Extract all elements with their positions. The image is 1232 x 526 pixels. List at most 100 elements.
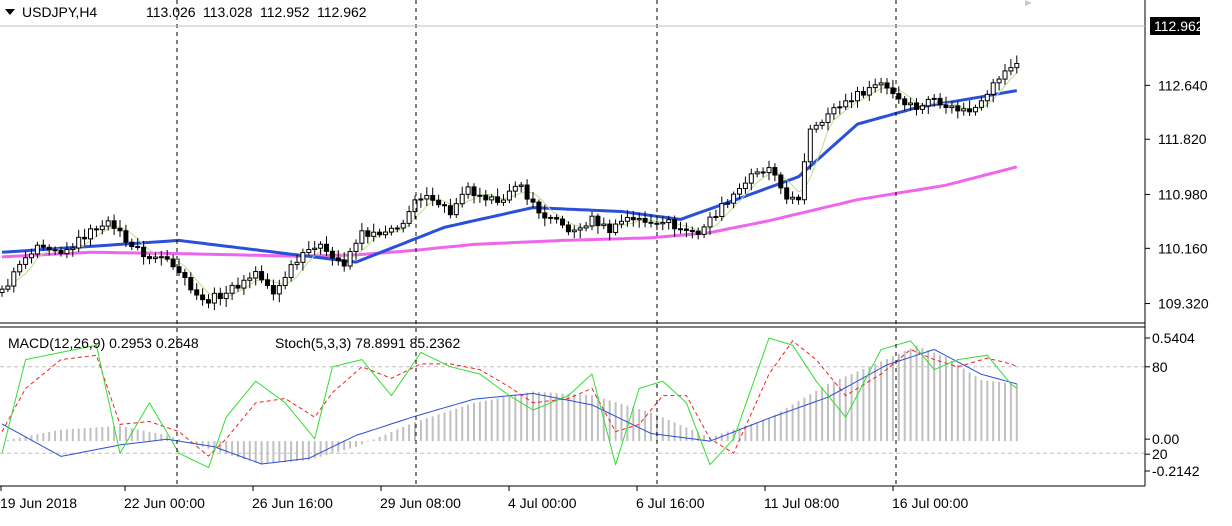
candle	[613, 219, 619, 236]
candle	[17, 260, 23, 276]
candle	[270, 279, 276, 301]
candle	[359, 223, 365, 251]
candle-body-down	[530, 198, 536, 203]
candle-body-up	[636, 217, 642, 221]
candle	[530, 192, 536, 209]
candle	[713, 209, 719, 222]
current-price-marker: 112.962	[0, 0, 1204, 35]
candle-body-down	[784, 187, 790, 200]
candle-body-down	[324, 243, 329, 252]
candle-body-down	[217, 292, 223, 300]
candle-body-up	[11, 271, 17, 287]
candle	[465, 182, 471, 199]
candle-body-up	[742, 182, 748, 190]
candle	[383, 225, 388, 239]
candle-body-down	[860, 90, 866, 96]
price-panel[interactable]	[0, 55, 1020, 311]
candle	[206, 294, 211, 309]
candle-body-up	[383, 231, 388, 236]
candle	[294, 254, 300, 270]
candle-body-up	[571, 229, 577, 233]
x-tick-label: 4 Jul 00:00	[508, 495, 577, 511]
candle-body-up	[424, 194, 430, 200]
candle-body-down	[194, 289, 200, 296]
candle-body-down	[471, 186, 477, 197]
candle	[542, 204, 548, 227]
candle-body-down	[200, 294, 206, 301]
candle-body-down	[536, 201, 542, 214]
candle	[978, 96, 984, 111]
candle-body-down	[235, 284, 241, 289]
candle-body-down	[430, 194, 436, 201]
candle-body-down	[565, 224, 571, 233]
candle-body-up	[961, 108, 967, 112]
candle	[902, 96, 908, 111]
candle-body-down	[117, 227, 123, 232]
candle-body-down	[335, 257, 341, 261]
candle-body-up	[294, 261, 300, 266]
candle-body-down	[560, 218, 565, 226]
candle-body-up	[843, 100, 849, 108]
candle-body-up	[312, 247, 318, 251]
candle	[855, 86, 860, 108]
candle-body-up	[973, 106, 978, 113]
candle-body-up	[866, 87, 872, 96]
candle	[223, 285, 229, 307]
candle	[188, 272, 194, 294]
candle-body-down	[82, 236, 88, 240]
x-tick-label: 19 Jun 2018	[0, 495, 77, 511]
candle	[276, 279, 282, 303]
candle-body-up	[347, 250, 353, 267]
candle	[329, 246, 335, 266]
candle	[683, 222, 689, 238]
candle-body-up	[754, 171, 760, 175]
candle-body-up	[831, 107, 837, 115]
candle-body-down	[595, 215, 601, 227]
candle	[884, 78, 890, 95]
candle	[589, 211, 595, 231]
candle	[501, 194, 506, 206]
candle	[58, 246, 64, 257]
candle	[194, 283, 200, 300]
candle	[807, 124, 813, 170]
candle-body-up	[577, 227, 583, 231]
candle	[111, 214, 117, 235]
candle	[164, 249, 170, 262]
candle	[548, 214, 554, 224]
candle	[878, 77, 884, 94]
candle-body-up	[908, 102, 914, 106]
current-price-label: 112.962	[1154, 18, 1204, 34]
candle	[896, 86, 902, 104]
candle	[725, 199, 731, 209]
candle-body-down	[678, 228, 683, 231]
chevron-down-icon[interactable]	[5, 9, 15, 15]
candle	[990, 78, 996, 103]
candle	[105, 216, 111, 231]
candle-body-up	[5, 285, 11, 290]
candle	[748, 168, 754, 191]
candle	[1002, 63, 1008, 85]
price-tick-label: 110.980	[1158, 186, 1208, 202]
candle	[678, 221, 683, 234]
indicator-panel[interactable]	[0, 337, 1145, 469]
candle	[288, 260, 294, 282]
candle	[324, 236, 329, 256]
chart-shift-icon[interactable]	[1025, 0, 1032, 6]
indicator-tick-label: 20	[1152, 446, 1168, 462]
candle-body-down	[695, 230, 701, 235]
candle	[200, 288, 206, 306]
indicator-tick-label: 80	[1152, 359, 1168, 375]
stoch-label: Stoch(5,3,3) 78.8991 85.2362	[275, 335, 460, 351]
candle	[790, 191, 796, 205]
candle-body-up	[719, 203, 725, 217]
candle-body-down	[436, 199, 442, 206]
candle-body-down	[123, 230, 129, 243]
candle	[394, 225, 400, 233]
candle	[742, 176, 748, 194]
candle-body-up	[1008, 67, 1014, 72]
candle	[158, 250, 164, 266]
macd-label: MACD(12,26,9) 0.2953 0.2648	[8, 335, 199, 351]
candle	[335, 250, 341, 266]
candle-body-up	[801, 161, 807, 201]
